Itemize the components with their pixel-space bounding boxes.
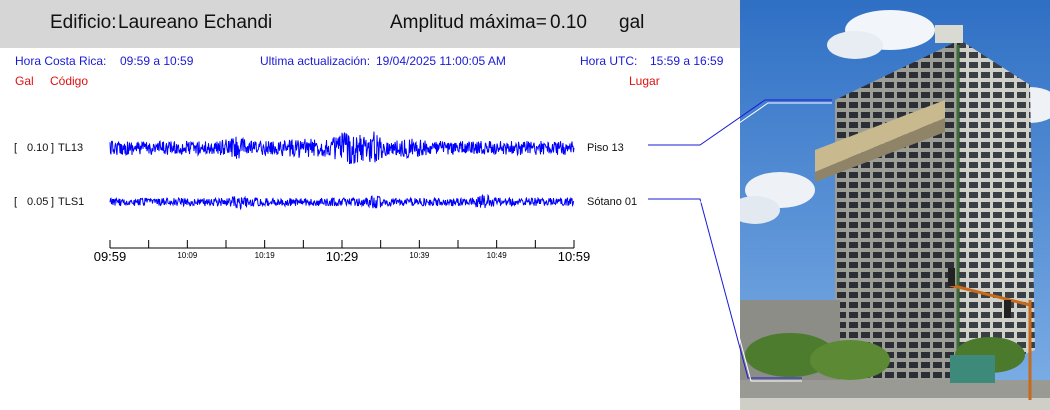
trace-2-amplitude: 0.05 <box>27 196 49 208</box>
amplitude-label: Amplitud máxima= <box>390 12 547 33</box>
axis-tick-label: 10:59 <box>558 249 591 264</box>
axis-tick-label: 10:29 <box>326 249 359 264</box>
building-photo <box>740 0 1050 410</box>
local-time-range: 09:59 a 10:59 <box>120 54 194 68</box>
utc-time-range: 15:59 a 16:59 <box>650 54 724 68</box>
seismogram-plot: 09:59 10:09 10:19 10:29 10:39 10:49 10:59 <box>94 131 591 264</box>
axis-tick-label: 10:19 <box>255 251 276 260</box>
trace-2-place: Sótano 01 <box>587 196 638 208</box>
axis-tick-label: 09:59 <box>94 249 127 264</box>
trace-1-bracket: [ <box>14 142 18 154</box>
update-label: Ultima actualización: <box>260 54 371 68</box>
building-name: Laureano Echandi <box>118 12 273 33</box>
column-gal: Gal <box>15 74 34 88</box>
building-label: Edificio: <box>50 12 117 33</box>
trace-1-waveform <box>109 131 575 165</box>
update-value: 19/04/2025 11:00:05 AM <box>376 54 506 68</box>
column-code: Código <box>50 74 89 88</box>
trace-2-bracket: [ <box>14 196 18 208</box>
balcony-band <box>815 100 945 172</box>
trace-1-place: Piso 13 <box>587 142 624 154</box>
column-place: Lugar <box>629 74 660 88</box>
amplitude-unit: gal <box>619 12 645 33</box>
trace-1-code: TL13 <box>58 142 84 154</box>
trace-1-bracket-close: ] <box>51 142 55 154</box>
building-right-facade <box>960 40 1035 380</box>
building-front-facade <box>835 40 960 380</box>
amplitude-value: 0.10 <box>550 12 587 33</box>
utc-time-label: Hora UTC: <box>580 54 638 68</box>
trace-2-code: TLS1 <box>58 196 85 208</box>
trace-2-waveform <box>109 193 575 211</box>
local-time-label: Hora Costa Rica: <box>15 54 107 68</box>
header-bar: Edificio: Laureano Echandi Amplitud máxi… <box>0 0 740 48</box>
chart-panel: Edificio: Laureano Echandi Amplitud máxi… <box>0 0 740 264</box>
axis-tick-label: 10:39 <box>409 251 430 260</box>
axis-tick-label: 10:49 <box>487 251 508 260</box>
axis-tick-label: 10:09 <box>177 251 198 260</box>
trace-1-amplitude: 0.10 <box>27 142 49 154</box>
trace-2-bracket-close: ] <box>51 196 55 208</box>
